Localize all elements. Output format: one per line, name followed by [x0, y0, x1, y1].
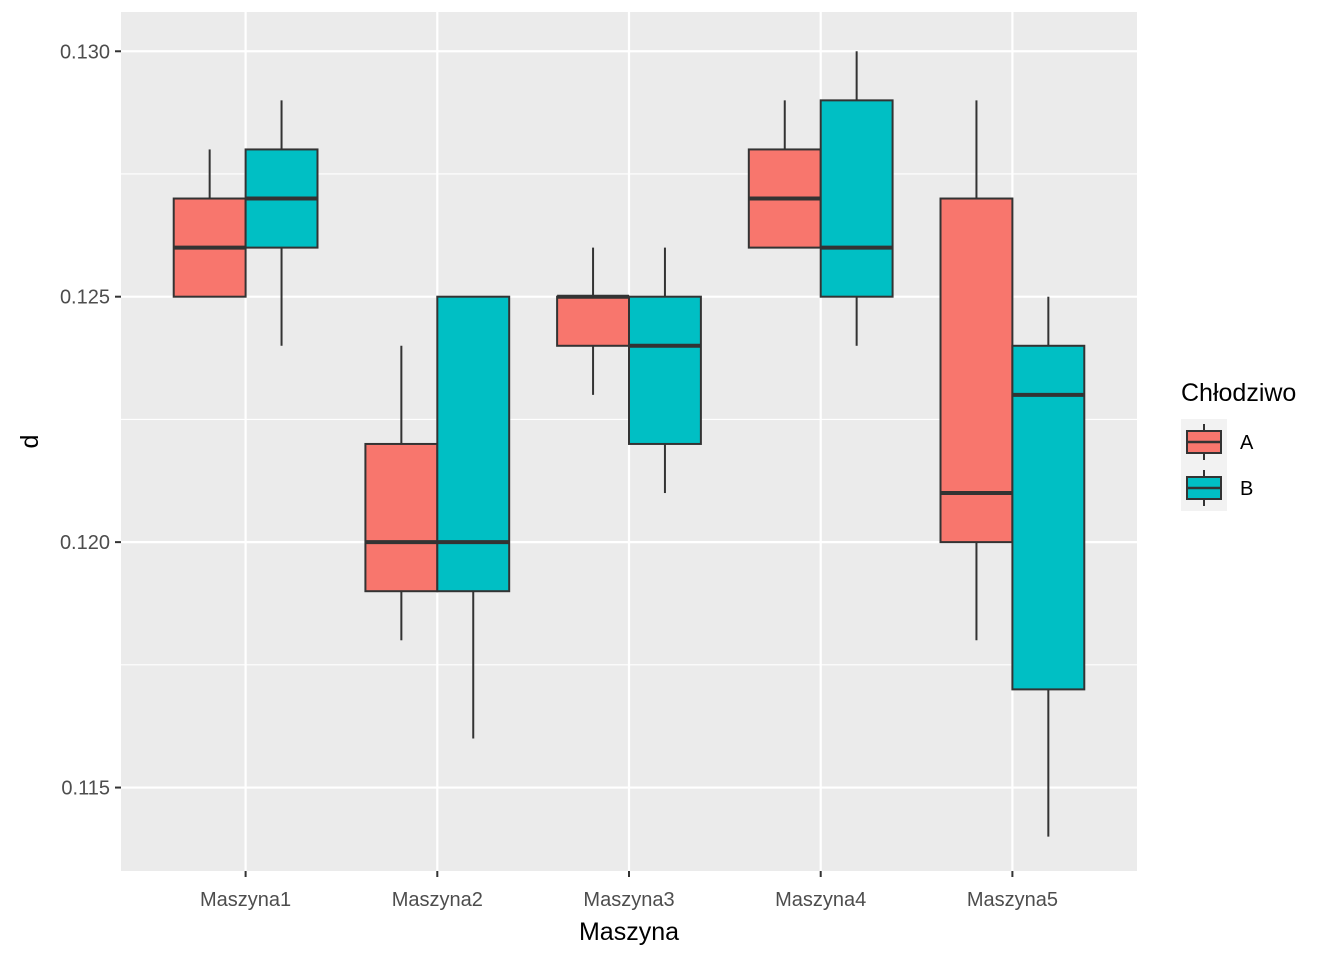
legend-entry-a: A — [1181, 419, 1254, 465]
x-axis: Maszyna1 Maszyna2 Maszyna3 Maszyna4 Maszyna5 — [200, 871, 1058, 911]
x-tick-label: Maszyna2 — [392, 889, 483, 911]
x-tick-label: Maszyna1 — [200, 889, 291, 911]
box-b-2 — [436, 295, 511, 739]
legend: Chłodziwo A B — [1181, 379, 1296, 511]
x-axis-title: Maszyna — [579, 918, 679, 946]
box-b-4 — [819, 51, 894, 346]
box-body — [628, 295, 702, 445]
box-body — [436, 295, 511, 593]
box-a-1 — [172, 149, 247, 298]
box-body — [819, 99, 894, 298]
box-body — [939, 197, 1014, 544]
boxes — [172, 51, 1086, 837]
y-tick-label: 0.120 — [60, 532, 110, 554]
legend-label: A — [1240, 432, 1254, 454]
box-body — [556, 295, 631, 347]
box-a-5 — [939, 100, 1014, 641]
x-tick-label: Maszyna5 — [967, 889, 1058, 911]
legend-label: B — [1240, 478, 1253, 500]
x-tick-label: Maszyna3 — [583, 889, 674, 911]
box-body — [1011, 344, 1086, 691]
box-a-2 — [364, 345, 439, 641]
y-tick-label: 0.125 — [60, 287, 110, 309]
legend-entry-b: B — [1181, 465, 1253, 511]
box-b-1 — [244, 100, 319, 346]
legend-title: Chłodziwo — [1181, 379, 1296, 407]
box-a-3 — [556, 247, 631, 395]
y-tick-label: 0.115 — [61, 778, 110, 800]
box-b-5 — [1011, 296, 1086, 837]
box-a-4 — [747, 100, 822, 249]
box-b-3 — [628, 247, 702, 494]
box-body — [364, 442, 439, 593]
y-tick-label: 0.130 — [60, 41, 110, 63]
y-axis-title: d — [16, 435, 44, 449]
x-tick-label: Maszyna4 — [775, 889, 866, 911]
y-axis: 0.115 0.120 0.125 0.130 — [60, 41, 121, 800]
